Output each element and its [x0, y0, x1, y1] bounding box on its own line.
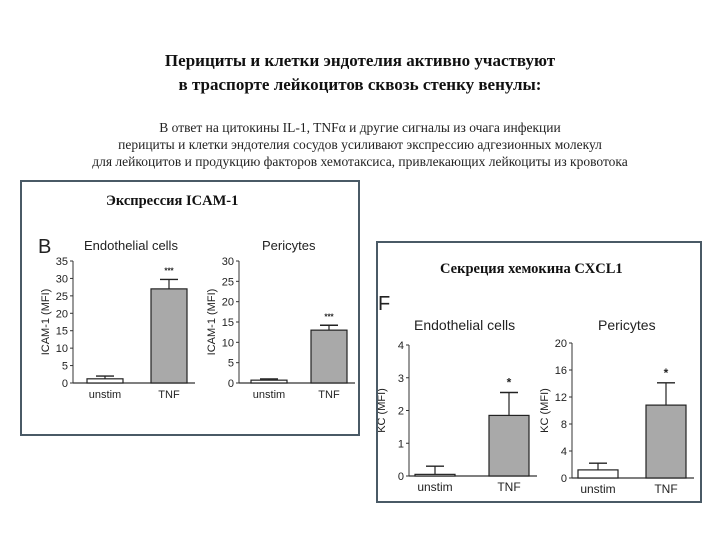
icam1-panel: Экспрессия ICAM-1 B Endothelial cells Pe… — [20, 180, 360, 436]
panel-letter-f: F — [378, 293, 391, 315]
svg-text:KC (MFI): KC (MFI) — [539, 388, 551, 433]
svg-text:15: 15 — [222, 317, 234, 329]
svg-text:20: 20 — [555, 338, 567, 350]
svg-text:unstim: unstim — [580, 482, 615, 496]
svg-text:0: 0 — [398, 471, 404, 483]
icam1-charts: 0 5 10 15 20 25 30 35 ICAM-1 (MFI) unstim *** TNF 0… — [40, 256, 355, 401]
svg-text:***: *** — [164, 266, 174, 275]
svg-text:4: 4 — [561, 446, 567, 458]
svg-text:30: 30 — [222, 256, 234, 268]
svg-text:30: 30 — [56, 273, 68, 285]
svg-text:10: 10 — [56, 343, 68, 355]
svg-text:8: 8 — [561, 419, 567, 431]
svg-text:ICAM-1 (MFI): ICAM-1 (MFI) — [40, 289, 52, 356]
bar-chart-0: 0 5 10 15 20 25 30 35 ICAM-1 (MFI) unstim *** TNF — [40, 256, 195, 401]
cxcl1-panel-title: Секреция хемокина CXCL1 — [440, 261, 623, 277]
svg-text:20: 20 — [56, 308, 68, 320]
svg-text:20: 20 — [222, 297, 234, 309]
svg-text:5: 5 — [228, 358, 234, 370]
svg-text:*: * — [507, 375, 512, 389]
chart-title-endothelial-kc: Endothelial cells — [414, 317, 516, 333]
svg-text:TNF: TNF — [158, 389, 180, 401]
chart-title-endothelial-icam: Endothelial cells — [84, 238, 178, 253]
svg-text:2: 2 — [398, 406, 404, 418]
svg-text:12: 12 — [555, 392, 567, 404]
slide-title-line-2: в траспорте лейкоцитов сквозь стенку вен… — [178, 75, 542, 94]
svg-text:1: 1 — [398, 438, 404, 450]
svg-text:KC (MFI): KC (MFI) — [378, 388, 388, 433]
svg-text:0: 0 — [62, 378, 68, 390]
svg-text:3: 3 — [398, 373, 404, 385]
svg-text:10: 10 — [222, 337, 234, 349]
panel-letter-b: B — [38, 236, 52, 258]
subtitle-line-1: В ответ на цитокины IL-1, TNFα и другие … — [159, 120, 561, 135]
svg-text:*: * — [664, 366, 669, 380]
svg-text:TNF: TNF — [497, 480, 520, 494]
bar-chart-1: 0 5 10 15 20 25 30 ICAM-1 (MFI) unstim *** TNF — [206, 256, 355, 401]
svg-text:5: 5 — [62, 361, 68, 373]
cxcl1-panel: Секреция хемокина CXCL1 F Endothelial ce… — [376, 241, 702, 503]
svg-text:unstim: unstim — [417, 480, 452, 494]
svg-text:25: 25 — [56, 291, 68, 303]
svg-text:0: 0 — [561, 473, 567, 485]
svg-text:16: 16 — [555, 365, 567, 377]
icam1-panel-title: Экспрессия ICAM-1 — [106, 193, 239, 209]
chart-title-pericytes-kc: Pericytes — [598, 317, 656, 333]
svg-text:0: 0 — [228, 378, 234, 390]
bar-chart-2: 0 1 2 3 4 KC (MFI) unstim * TNF — [378, 340, 537, 494]
svg-text:15: 15 — [56, 326, 68, 338]
svg-text:***: *** — [324, 312, 334, 321]
subtitle-line-2: перициты и клетки эндотелия сосудов усил… — [118, 137, 602, 152]
svg-text:unstim: unstim — [253, 389, 285, 401]
svg-text:25: 25 — [222, 276, 234, 288]
svg-text:TNF: TNF — [318, 389, 340, 401]
svg-text:TNF: TNF — [654, 482, 677, 496]
svg-text:35: 35 — [56, 256, 68, 268]
bar-chart-3: 0 4 8 12 16 20 KC (MFI) unstim * TNF — [539, 338, 694, 496]
subtitle-line-3: для лейкоцитов и продукцию факторов хемо… — [92, 154, 628, 169]
slide-title-line-1: Перициты и клетки эндотелия активно учас… — [164, 51, 556, 70]
svg-text:ICAM-1 (MFI): ICAM-1 (MFI) — [206, 289, 218, 356]
svg-text:unstim: unstim — [89, 389, 121, 401]
svg-text:4: 4 — [398, 340, 404, 352]
chart-title-pericytes-icam: Pericytes — [262, 238, 316, 253]
